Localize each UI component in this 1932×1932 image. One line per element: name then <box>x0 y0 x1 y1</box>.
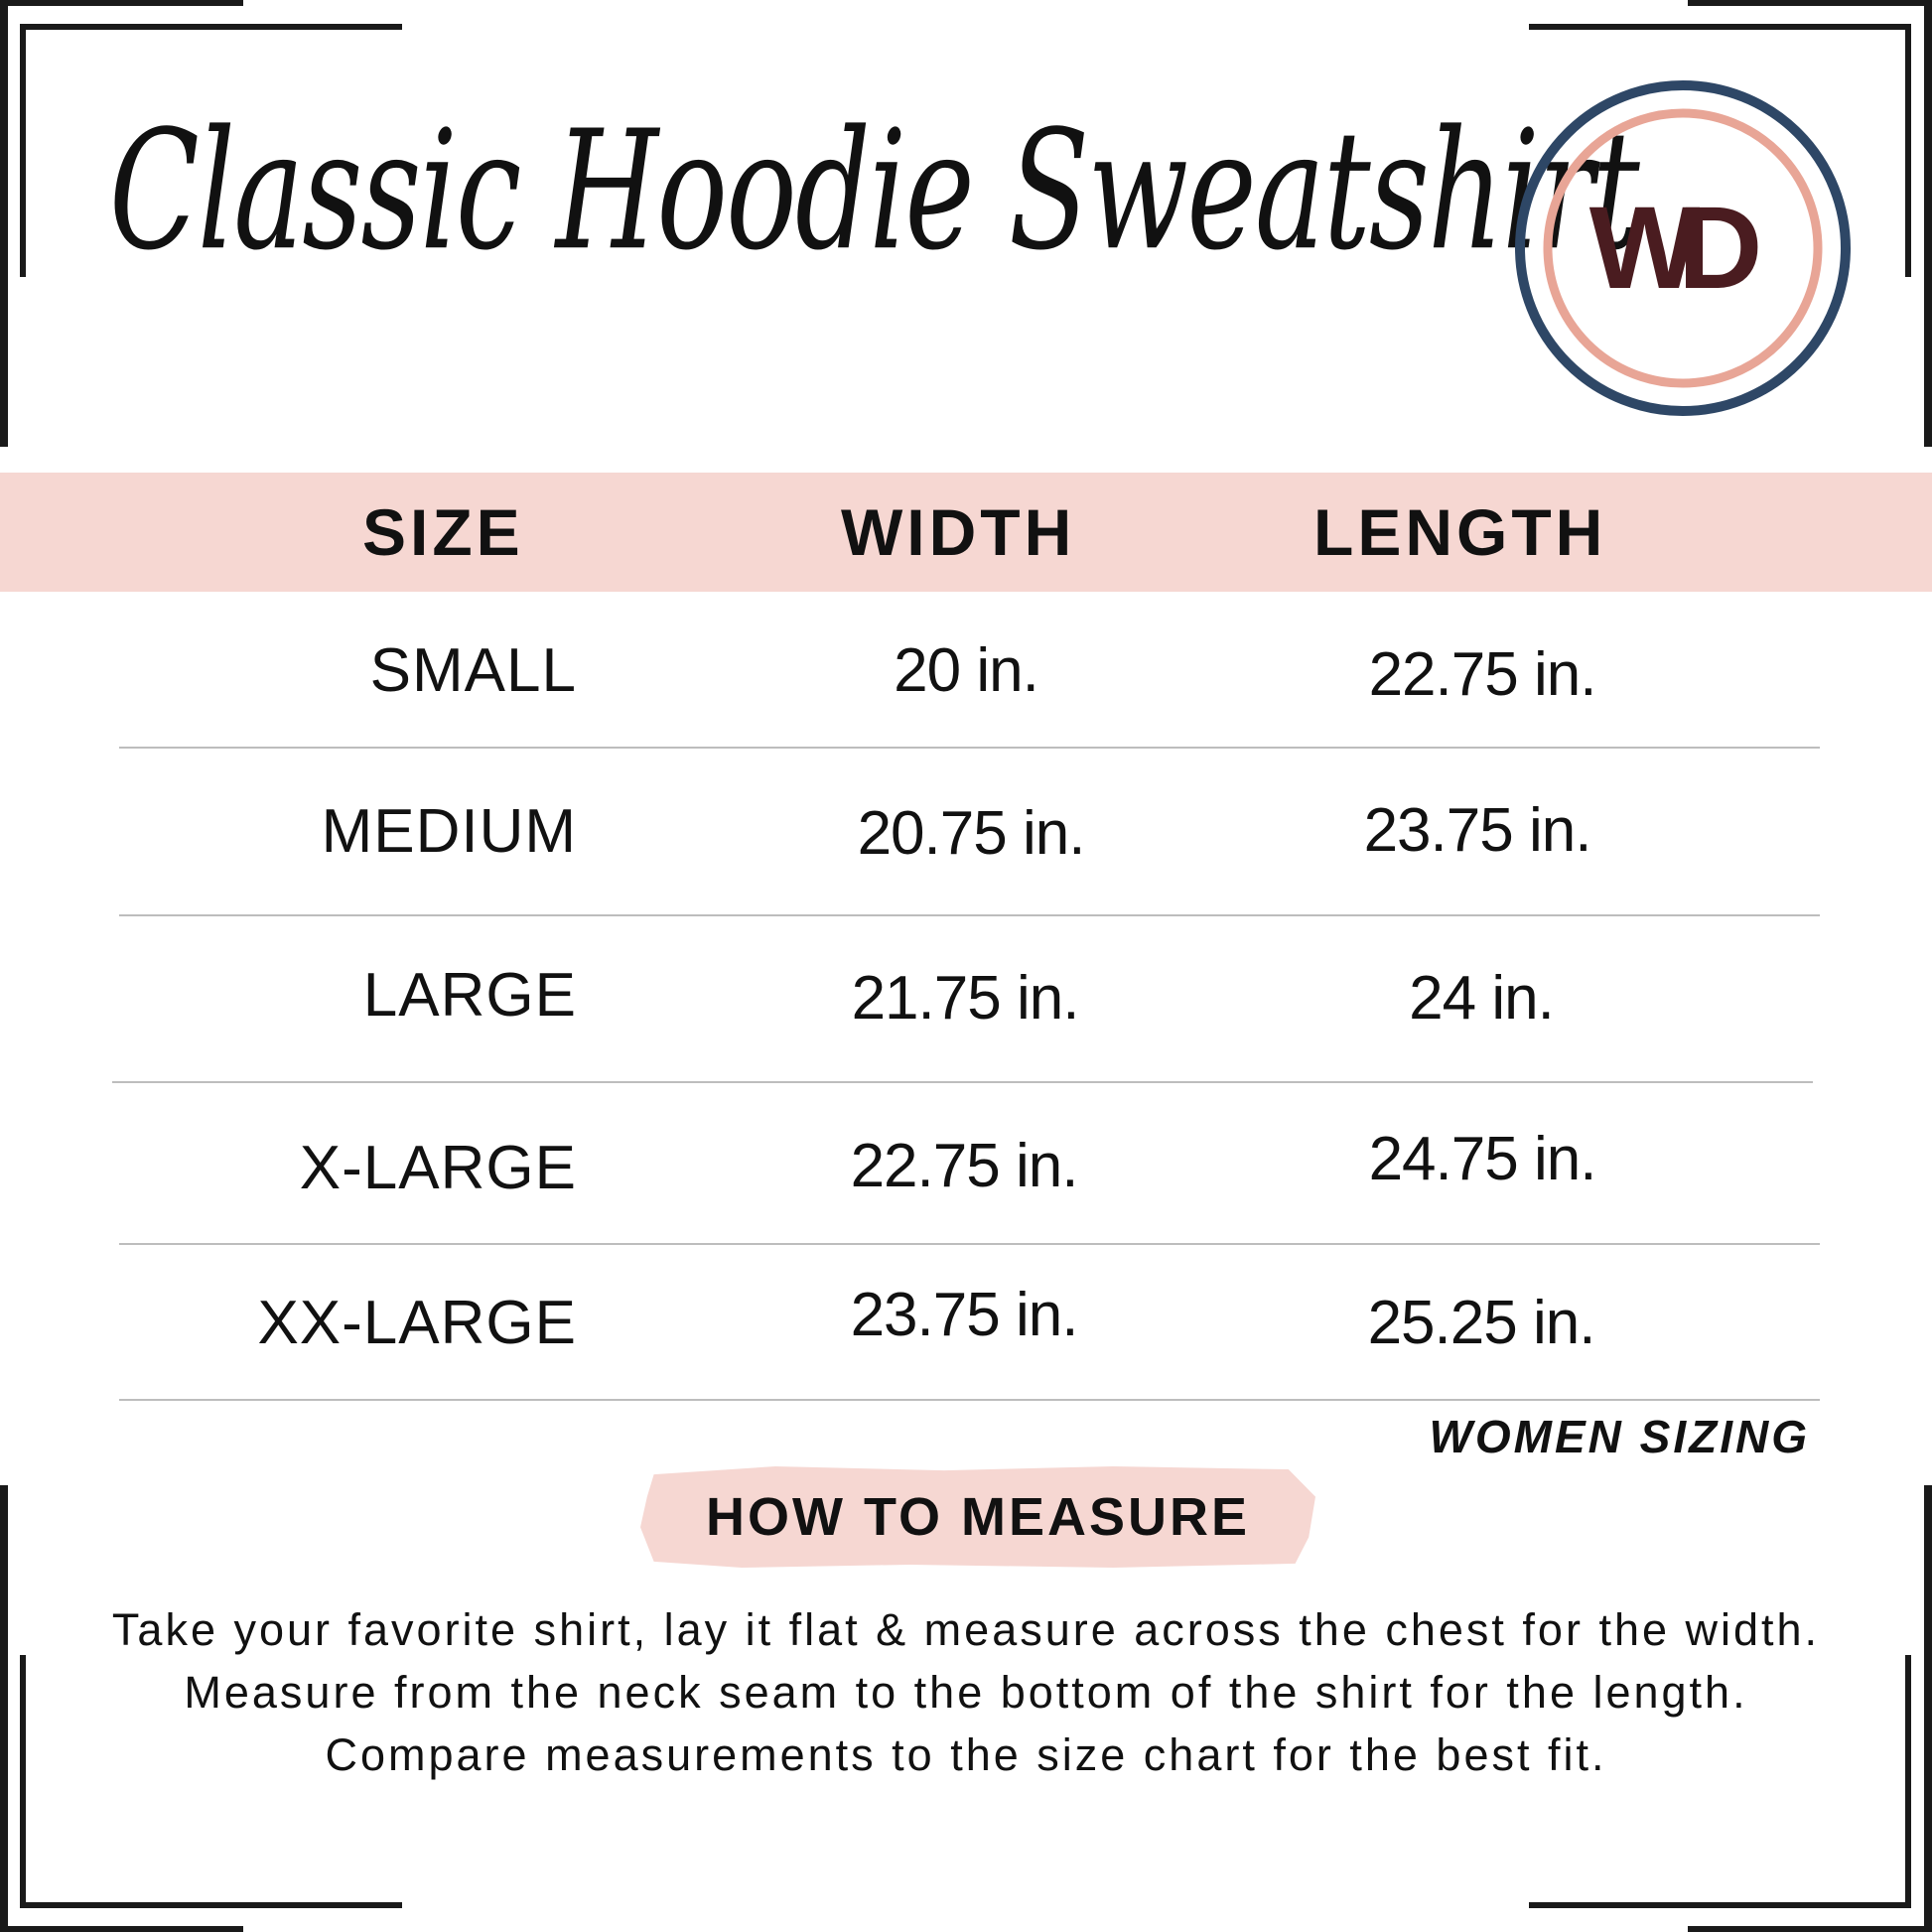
width-cell: 23.75 in. <box>850 1281 1079 1349</box>
frame-corner-top-right-outer-v <box>1924 0 1932 447</box>
how-to-measure-band <box>640 1466 1315 1568</box>
logo-inner-ring <box>1543 108 1823 388</box>
size-cell: LARGE <box>362 961 577 1030</box>
row-divider <box>119 914 1820 916</box>
brand-logo: WD <box>1515 80 1851 416</box>
measure-instructions: Take your favorite shirt, lay it flat & … <box>111 1604 1821 1780</box>
sizing-note: WOMEN SIZING <box>1429 1411 1810 1462</box>
frame-corner-bottom-left-inner-v <box>20 1655 26 1908</box>
frame-corner-bottom-right-inner-v <box>1905 1655 1911 1908</box>
row-divider <box>112 1081 1813 1083</box>
width-cell: 21.75 in. <box>851 964 1080 1033</box>
row-divider <box>119 747 1820 749</box>
frame-corner-top-right-inner-v <box>1905 24 1911 277</box>
length-cell: 24.75 in. <box>1368 1125 1597 1193</box>
frame-corner-bottom-left-outer-h <box>0 1926 243 1932</box>
logo-letters: WD <box>1589 183 1758 314</box>
frame-corner-top-right-outer-h <box>1688 0 1932 6</box>
size-cell: SMALL <box>369 636 577 705</box>
frame-corner-top-left-outer-h <box>0 0 243 6</box>
length-cell: 25.25 in. <box>1367 1289 1596 1357</box>
frame-corner-bottom-right-outer-h <box>1688 1926 1932 1932</box>
table-header-band <box>0 473 1932 592</box>
how-to-measure-heading: HOW TO MEASURE <box>705 1487 1250 1547</box>
length-cell: 22.75 in. <box>1368 640 1597 709</box>
size-cell: MEDIUM <box>321 797 577 866</box>
column-header-size: SIZE <box>362 495 524 569</box>
frame-corner-bottom-left-inner-h <box>20 1902 402 1908</box>
frame-corner-top-right-inner-h <box>1529 24 1911 30</box>
frame-corner-bottom-right-inner-h <box>1529 1902 1911 1908</box>
size-cell: XX-LARGE <box>257 1289 577 1357</box>
width-cell: 22.75 in. <box>850 1132 1079 1200</box>
page-title: Classic Hoodie Sweatshirt <box>109 94 1640 287</box>
size-cell: X-LARGE <box>299 1134 577 1202</box>
width-cell: 20.75 in. <box>857 799 1086 868</box>
frame-corner-bottom-right-outer-v <box>1924 1485 1932 1932</box>
frame-corner-top-left-outer-v <box>0 0 8 447</box>
row-divider <box>119 1243 1820 1245</box>
frame-corner-top-left-inner-v <box>20 24 26 277</box>
column-header-length: LENGTH <box>1313 495 1607 569</box>
logo-outer-ring <box>1515 80 1851 416</box>
frame-corner-bottom-left-outer-v <box>0 1485 8 1932</box>
width-cell: 20 in. <box>894 636 1039 705</box>
length-cell: 23.75 in. <box>1363 796 1592 865</box>
row-divider <box>119 1399 1820 1401</box>
frame-corner-top-left-inner-h <box>20 24 402 30</box>
length-cell: 24 in. <box>1409 964 1555 1033</box>
column-header-width: WIDTH <box>841 495 1076 569</box>
